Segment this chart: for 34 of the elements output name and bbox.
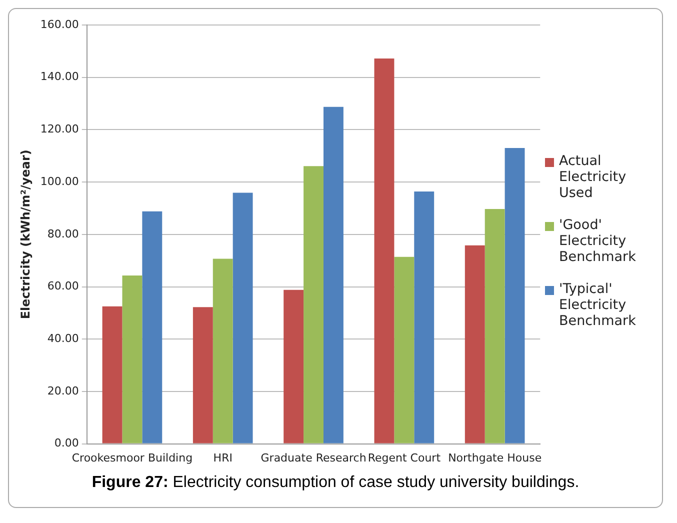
y-tick-label: 20.00 [47, 384, 79, 398]
caption: Figure 27: Electricity consumption of case study university buildings. [92, 474, 580, 491]
y-axis-title: Electricity (kWh/m²/year) [18, 150, 32, 320]
legend-label: Actual Electricity Used [559, 152, 628, 200]
bar [374, 58, 394, 444]
bar [414, 191, 434, 444]
y-tick-label: 40.00 [47, 332, 79, 345]
bar [304, 166, 324, 444]
bar [394, 256, 414, 444]
y-tick-label: 60.00 [47, 280, 79, 293]
bar [212, 258, 233, 444]
x-tick-label: Northgate House [448, 451, 542, 464]
x-tick-label: Graduate Research [260, 451, 366, 464]
bar [484, 209, 505, 444]
bar [232, 192, 253, 444]
y-tick-label: 160.00 [40, 18, 79, 31]
legend-label: 'Good' Electricity Benchmark [559, 216, 637, 264]
bar [504, 148, 525, 444]
y-tick-label: 100.00 [40, 174, 79, 188]
x-tick-label: Crookesmoor Building [72, 451, 193, 464]
bar [102, 306, 122, 444]
legend-label: 'Typical' Electricity Benchmark [559, 280, 637, 328]
bar [323, 106, 344, 444]
bar [122, 275, 142, 444]
y-tick-label: 80.00 [47, 227, 79, 240]
bar [284, 290, 304, 444]
bar [464, 245, 485, 444]
x-tick-label: Regent Court [368, 451, 442, 464]
y-tick-label: 120.00 [40, 122, 79, 136]
y-tick-label: 140.00 [40, 70, 79, 84]
x-tick-label: HRI [213, 451, 232, 464]
bar [192, 307, 213, 444]
y-tick-label: 0.00 [54, 436, 79, 450]
bar [142, 211, 162, 444]
